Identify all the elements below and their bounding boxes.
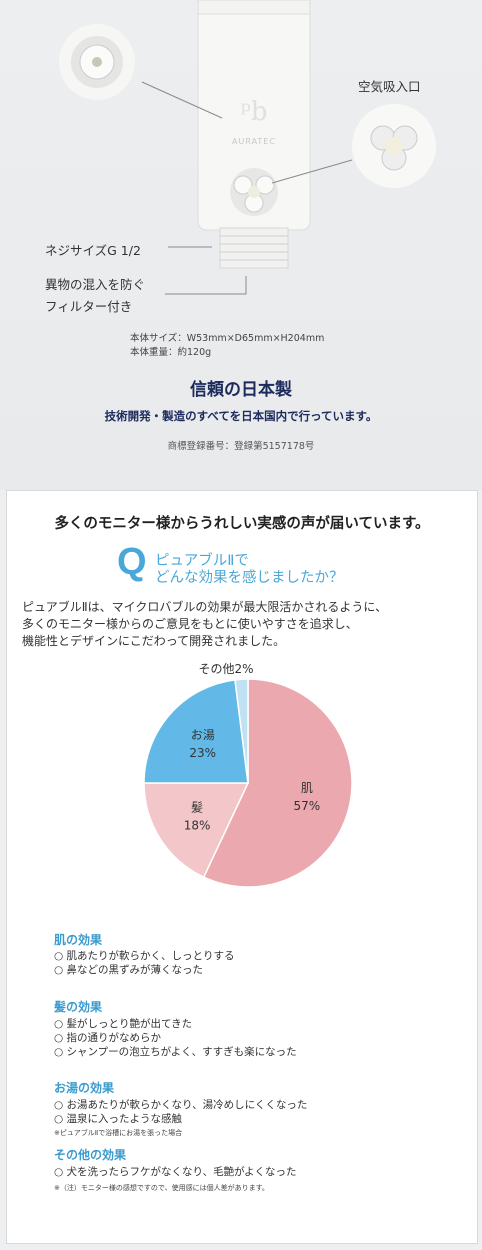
pie-slice-2 <box>143 678 249 784</box>
filter-label-line2: フィルター付き <box>45 299 133 314</box>
skin-effects-title: 肌の効果 <box>54 933 103 947</box>
svg-text:ᵖb: ᵖb <box>240 97 267 127</box>
spec-weight: 本体重量：約120g <box>130 347 212 358</box>
intro-line2: 多くのモニター様からのご意見をもとに使いやすさを追求し、 <box>22 617 358 631</box>
thread-size-label: ネジサイズG 1/2 <box>45 243 141 258</box>
intro-line3: 機能性とデザインにこだわって開発されました。 <box>22 634 286 648</box>
effects-pie-chart: 肌 57% 髪 18% お湯 23% その他2% <box>143 662 353 888</box>
bath-effect-item: ○ 温泉に入ったような感触 <box>54 1113 182 1125</box>
pie-slice-0 <box>202 678 353 888</box>
pie-slice-value: 57% <box>294 799 321 813</box>
product-section: ᵖb AURATEC 空気吸入口 ネジサイズG 1/2 異物の混入を防ぐ フィル… <box>0 0 482 490</box>
intro-line1: ピュアブルⅡは、マイクロバブルの効果が最大限活かされるように、 <box>22 600 388 614</box>
pie-slice-other-label: その他2% <box>198 662 253 676</box>
pie-slice-value: 18% <box>184 818 211 832</box>
question-line2: どんな効果を感じましたか？ <box>155 570 344 586</box>
hair-effect-item: ○ 指の通りがなめらか <box>54 1032 161 1044</box>
pie-slice-label: 髪 <box>191 800 203 814</box>
hair-effect-item: ○ 髪がしっとり艶が出てきた <box>54 1018 193 1030</box>
other-effect-item: ○ 犬を洗ったらフケがなくなり、毛艶がよくなった <box>54 1166 297 1178</box>
survey-panel: 多くのモニター様からうれしい実感の声が届いています。 Q ピュアブルⅡで どんな… <box>6 490 478 1244</box>
pie-slice-3 <box>234 678 249 784</box>
question-line1: ピュアブルⅡで <box>155 553 249 569</box>
pie-slice-1 <box>143 782 250 879</box>
monitor-footnote: ※（注）モニター様の感想ですので、使用感には個人差があります。 <box>54 1184 269 1192</box>
pie-slice-label: お湯 <box>191 728 215 742</box>
brand-mark: AURATEC <box>232 137 276 146</box>
bath-effects-title: お湯の効果 <box>54 1081 115 1095</box>
hair-effect-item: ○ シャンプーの泡立ちがよく、すすぎも楽になった <box>54 1046 297 1058</box>
product-illustration: ᵖb <box>59 0 436 295</box>
bath-note: ※ピュアブルⅡで浴槽にお湯を張った場合 <box>54 1129 183 1137</box>
bath-effect-item: ○ お湯あたりが軟らかくなり、湯冷めしにくくなった <box>54 1099 308 1111</box>
air-inlet-label: 空気吸入口 <box>358 79 421 94</box>
pie-slice-value: 23% <box>189 746 216 760</box>
survey-heading: 多くのモニター様からうれしい実感の声が届いています。 <box>54 516 430 532</box>
pie-slice-label: 肌 <box>301 781 313 795</box>
skin-effect-item: ○ 鼻などの黒ずみが薄くなった <box>54 964 203 976</box>
made-in-japan-title: 信頼の日本製 <box>190 380 292 400</box>
made-in-japan-subtitle: 技術開発・製造のすべてを日本国内で行っています。 <box>104 409 378 423</box>
q-mark: Q <box>117 541 147 583</box>
trademark-number: 商標登録番号：登録第5157178号 <box>167 441 315 452</box>
hair-effects-title: 髪の効果 <box>54 1000 103 1014</box>
filter-label-line1: 異物の混入を防ぐ <box>45 277 146 292</box>
skin-effect-item: ○ 肌あたりが軟らかく、しっとりする <box>54 950 235 962</box>
spec-size: 本体サイズ：W53mm×D65mm×H204mm <box>130 333 325 344</box>
other-effects-title: その他の効果 <box>54 1148 127 1162</box>
